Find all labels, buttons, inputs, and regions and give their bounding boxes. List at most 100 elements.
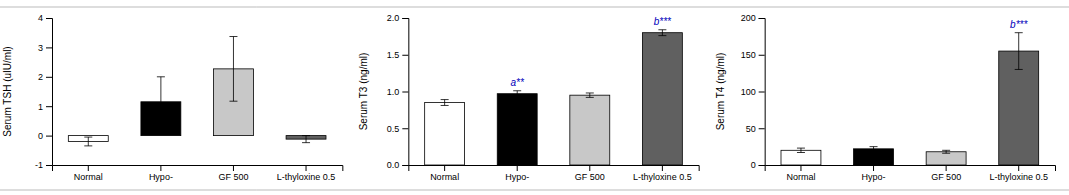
tick-mark <box>800 165 801 171</box>
y-tick: 2 <box>38 72 52 82</box>
bar <box>926 152 966 165</box>
axis-line <box>759 19 766 166</box>
error-bar <box>586 93 594 97</box>
x-tick: Normal <box>430 165 459 182</box>
tick-label: 100 <box>741 87 756 97</box>
tick-label: 0.5 <box>387 124 400 134</box>
tick-mark <box>759 165 765 166</box>
tick-label: 2.0 <box>387 13 400 23</box>
tick-label: Hypo- <box>149 172 173 182</box>
axis-line <box>53 166 343 172</box>
y-axis: 0 50 100 150 200 <box>741 13 766 170</box>
error-bar <box>942 150 950 153</box>
y-tick: 0.5 <box>387 124 409 134</box>
tick-mark <box>306 165 307 171</box>
tick-mark <box>88 165 89 171</box>
tick-mark <box>873 165 874 171</box>
error-bar <box>84 137 92 146</box>
x-axis: NormalHypo-GF 500L-thyloxine 0.5 <box>765 165 1055 182</box>
y-tick: 100 <box>741 87 765 97</box>
error-bar <box>157 77 165 127</box>
axis-line <box>402 19 409 166</box>
axis-title: Serum T3 (ng/ml) <box>358 53 369 131</box>
tick-mark <box>946 165 947 171</box>
error-bar <box>870 147 878 151</box>
tick-label: L-thyloxine 0.5 <box>277 172 336 182</box>
axis-line <box>409 166 699 172</box>
tick-mark <box>1018 165 1019 171</box>
tick-mark <box>46 77 52 78</box>
annotation: b*** <box>1010 19 1028 30</box>
panel: -1 0 1 2 3 4 Normal Hypo- GF 500 L-thyloxine 0.5 S… <box>2 13 343 182</box>
x-tick: GF 500 <box>575 165 605 182</box>
tick-label: Hypo- <box>505 172 529 182</box>
tick-mark <box>517 165 518 171</box>
tick-label: GF 500 <box>931 172 961 182</box>
tick-mark <box>589 165 590 171</box>
x-tick: GF 500 <box>931 165 961 182</box>
bar <box>642 33 682 165</box>
tick-label: 2 <box>38 72 43 82</box>
tick-mark <box>759 18 765 19</box>
tick-mark <box>160 165 161 171</box>
x-axis: Normal Hypo- GF 500 L-thyloxine 0.5 <box>53 165 343 182</box>
tick-label: L-thyloxine 0.5 <box>633 172 692 182</box>
tick-mark <box>759 55 765 56</box>
y-tick: 4 <box>38 13 52 23</box>
panel: 0.00.51.01.52.0NormalHypo-GF 500L-thylox… <box>358 13 699 182</box>
y-tick: 50 <box>746 124 765 134</box>
axis-title: Serum T4 (ng/ml) <box>715 53 726 131</box>
tick-label: Normal <box>430 172 459 182</box>
y-tick: 0 <box>38 131 52 141</box>
tick-mark <box>402 128 408 129</box>
panel: 050100150200NormalHypo-GF 500L-thyloxine… <box>715 13 1056 182</box>
error-bar <box>229 37 237 102</box>
error-bar <box>441 100 449 106</box>
figure: -1 0 1 2 3 4 Normal Hypo- GF 500 L-thyloxine 0.5 S… <box>0 0 1069 195</box>
y-tick: 1 <box>38 102 52 112</box>
bar <box>570 95 610 165</box>
y-tick: -1 <box>35 160 52 170</box>
plot-marks <box>781 33 1039 165</box>
x-tick: Hypo- <box>862 165 886 182</box>
tick-label: Hypo- <box>862 172 886 182</box>
tick-mark <box>46 106 52 107</box>
tick-mark <box>444 165 445 171</box>
x-tick: Normal <box>74 165 103 182</box>
y-tick: 200 <box>741 13 765 23</box>
error-bar <box>658 30 666 36</box>
tick-label: Normal <box>74 172 103 182</box>
y-tick: 3 <box>38 43 52 53</box>
tick-label: 150 <box>741 50 756 60</box>
axis-title: Serum TSH (uIU/ml) <box>2 46 13 136</box>
y-tick: 150 <box>741 50 765 60</box>
tick-mark <box>46 18 52 19</box>
tick-mark <box>662 165 663 171</box>
annotation: b*** <box>654 16 672 27</box>
tick-label: 200 <box>741 13 756 23</box>
x-tick: GF 500 <box>218 165 248 182</box>
x-tick: L-thyloxine 0.5 <box>989 165 1048 182</box>
error-bar <box>513 91 521 97</box>
x-tick: Hypo- <box>505 165 529 182</box>
error-bar <box>797 148 805 152</box>
y-tick: 1.5 <box>387 50 409 60</box>
tick-mark <box>233 165 234 171</box>
tick-mark <box>759 128 765 129</box>
tick-label: 1.0 <box>387 87 400 97</box>
tick-mark <box>402 165 408 166</box>
tick-mark <box>46 47 52 48</box>
error-bar <box>302 136 310 143</box>
tick-label: GF 500 <box>575 172 605 182</box>
error-bar <box>1015 33 1023 70</box>
tick-label: 1 <box>38 102 43 112</box>
annotation: a** <box>511 77 525 88</box>
x-tick: L-thyloxine 0.5 <box>277 165 336 182</box>
x-tick: L-thyloxine 0.5 <box>633 165 692 182</box>
tick-mark <box>46 136 52 137</box>
plot-marks <box>68 37 326 146</box>
tick-label: 50 <box>746 124 756 134</box>
y-tick: 1.0 <box>387 87 409 97</box>
tick-label: 1.5 <box>387 50 400 60</box>
y-tick: 0 <box>751 160 765 170</box>
